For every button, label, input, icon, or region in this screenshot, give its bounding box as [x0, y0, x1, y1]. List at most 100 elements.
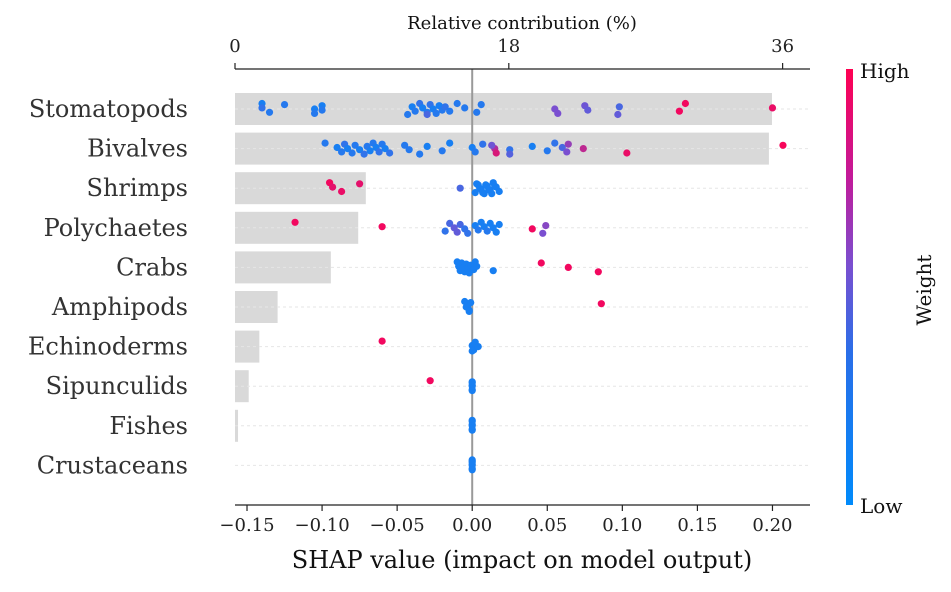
point-polychaetes	[495, 220, 503, 229]
point-echinoderms	[468, 347, 476, 355]
point-polychaetes	[474, 226, 482, 234]
axes: −0.15 −0.10 −0.05 0.00 0.05 0.10 0.15 0.20 0 18 36	[219, 36, 810, 536]
point-bivalves	[375, 148, 383, 156]
point-bivalves	[360, 150, 368, 158]
point-bivalves	[551, 139, 559, 147]
point-stomatopods	[473, 108, 481, 116]
point-bivalves	[356, 146, 364, 154]
point-crustaceans	[468, 466, 476, 474]
category-label-stomatopods: Stomatopods	[29, 95, 188, 123]
point-stomatopods	[318, 106, 326, 114]
point-stomatopods	[477, 101, 485, 109]
point-crabs	[564, 263, 572, 271]
point-crabs	[537, 259, 545, 267]
point-crabs	[473, 262, 481, 270]
point-sipunculids	[468, 379, 476, 387]
point-stomatopods	[446, 107, 454, 115]
point-amphipods	[597, 300, 605, 308]
point-polychaetes	[441, 227, 449, 235]
shap-points	[258, 99, 787, 474]
point-crabs	[489, 267, 497, 275]
point-polychaetes	[542, 222, 550, 230]
point-polychaetes	[483, 227, 491, 235]
category-label-crabs: Crabs	[116, 253, 188, 281]
point-stomatopods	[432, 109, 440, 117]
point-bivalves	[423, 142, 431, 150]
point-stomatopods	[419, 104, 427, 112]
point-stomatopods	[441, 103, 449, 111]
x-tick-label: −0.15	[219, 515, 274, 536]
top-tick-label: 18	[497, 36, 520, 57]
point-stomatopods	[404, 110, 412, 119]
x-axis-title: SHAP value (impact on model output)	[292, 546, 753, 574]
point-bivalves	[563, 148, 571, 156]
x-tick-label: 0.00	[452, 515, 492, 536]
category-label-fishes: Fishes	[109, 412, 188, 440]
point-fishes	[468, 426, 476, 434]
category-label-echinoderms: Echinoderms	[28, 333, 188, 361]
point-polychaetes	[446, 219, 454, 227]
x-tick-label: 0.10	[602, 515, 642, 536]
point-bivalves	[438, 147, 446, 155]
point-polychaetes	[539, 229, 547, 237]
point-polychaetes	[464, 229, 472, 237]
point-stomatopods	[310, 109, 319, 117]
top-tick-label: 0	[229, 36, 240, 57]
point-bivalves	[337, 148, 346, 156]
point-polychaetes	[528, 225, 536, 233]
point-shrimps	[495, 187, 503, 196]
point-bivalves	[401, 141, 409, 149]
point-stomatopods	[614, 110, 622, 119]
point-bivalves	[528, 142, 536, 150]
point-stomatopods	[554, 109, 562, 117]
point-bivalves	[416, 150, 424, 158]
point-shrimps	[356, 180, 364, 188]
point-shrimps	[471, 189, 479, 197]
point-bivalves	[488, 141, 496, 149]
point-shrimps	[491, 182, 499, 190]
point-sipunculids	[468, 387, 476, 395]
x-tick-label: −0.05	[370, 515, 425, 536]
point-bivalves	[405, 146, 413, 154]
point-stomatopods	[423, 110, 431, 119]
point-amphipods	[467, 299, 475, 307]
point-polychaetes	[492, 228, 500, 236]
point-echinoderms	[378, 337, 386, 345]
point-bivalves	[446, 139, 454, 147]
point-stomatopods	[615, 103, 623, 111]
point-crabs	[594, 268, 602, 276]
point-polychaetes	[378, 223, 386, 231]
point-bivalves	[351, 141, 359, 149]
point-stomatopods	[258, 104, 266, 112]
point-stomatopods	[453, 99, 461, 108]
point-stomatopods	[265, 108, 274, 116]
point-sipunculids	[426, 377, 434, 385]
colorbar-high-label: High	[860, 59, 910, 83]
category-label-shrimps: Shrimps	[87, 174, 188, 202]
point-bivalves	[348, 149, 356, 157]
point-bivalves	[366, 147, 374, 155]
point-shrimps	[328, 183, 337, 191]
point-bivalves	[386, 149, 394, 157]
point-stomatopods	[681, 99, 689, 108]
colorbar: High Low Weight	[846, 59, 936, 518]
category-label-crustaceans: Crustaceans	[37, 451, 188, 479]
point-bivalves	[564, 140, 572, 148]
point-bivalves	[623, 149, 631, 157]
point-stomatopods	[280, 101, 289, 109]
point-polychaetes	[291, 218, 299, 226]
colorbar-low-label: Low	[860, 494, 902, 518]
colorbar-gradient	[846, 69, 853, 505]
point-bivalves	[471, 148, 479, 156]
category-label-sipunculids: Sipunculids	[46, 372, 188, 400]
point-shrimps	[337, 187, 346, 196]
x-tick-label: −0.10	[294, 515, 349, 536]
top-axis-title: Relative contribution (%)	[407, 13, 637, 34]
point-bivalves	[506, 150, 514, 158]
point-amphipods	[465, 307, 473, 315]
x-tick-label: 0.05	[527, 515, 567, 536]
category-label-amphipods: Amphipods	[51, 293, 188, 321]
category-labels: Stomatopods Bivalves Shrimps Polychaetes Cra…	[28, 95, 188, 479]
